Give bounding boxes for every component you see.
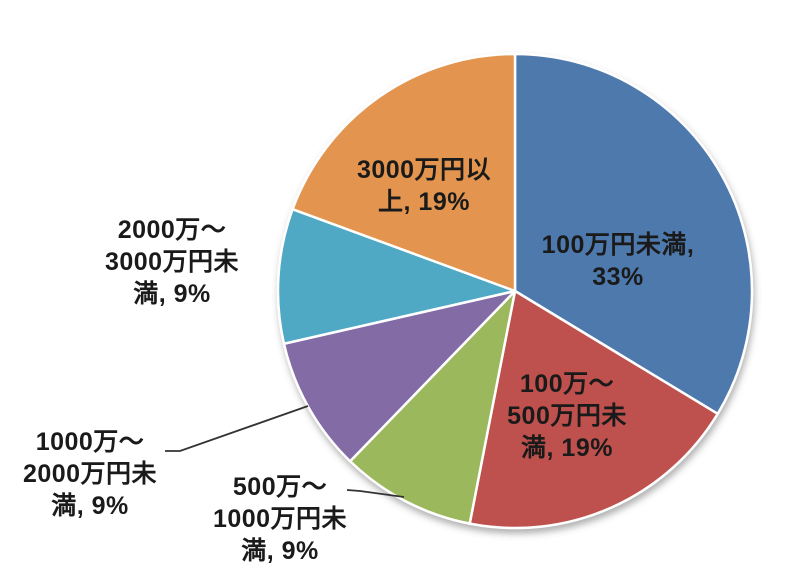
pie-slice-over-30m-yen [291, 52, 517, 293]
pie-slice-10m-to-20m-yen [282, 289, 517, 463]
slice-label-line: 満, 9% [241, 537, 319, 565]
slice-label-line: 500万円未 [507, 402, 627, 430]
slice-label-line: 2000万〜 [117, 216, 227, 244]
slice-label-line: 100万〜 [519, 370, 615, 398]
slice-label-line: 3000万円未 [104, 248, 240, 276]
slice-label-over-30m-yen: 3000万円以 上, 19% [357, 154, 491, 218]
slice-label-line: 上, 19% [378, 188, 470, 216]
slice-label-1m-to-5m-yen: 100万〜 500万円未 満, 19% [507, 368, 627, 464]
slice-label-line: 500万〜 [232, 473, 328, 501]
slice-label-20m-to-30m-yen: 2000万〜 3000万円未 満, 9% [105, 214, 239, 310]
slice-label-line: 満, 19% [521, 434, 613, 462]
leader-line-5m-to-10m-yen [346, 489, 405, 498]
pie-slice-5m-to-10m-yen [348, 289, 517, 525]
slice-label-line: 100万円未満, [541, 231, 695, 259]
leader-lines-group [165, 405, 405, 498]
leader-line-10m-to-20m-yen [165, 405, 309, 452]
slice-label-line: 3000万円以 [356, 156, 492, 184]
slice-label-line: 満, 9% [133, 280, 211, 308]
pie-slices-group [276, 52, 754, 530]
slice-label-10m-to-20m-yen: 1000万〜 2000万円未 満, 9% [23, 426, 157, 522]
slice-label-line: 1000万円未 [212, 505, 348, 533]
slice-label-line: 満, 9% [51, 492, 129, 520]
slice-label-under-1m-yen: 100万円未満, 33% [542, 229, 695, 293]
pie-slice-1m-to-5m-yen [468, 289, 719, 530]
slice-label-line: 2000万円未 [22, 460, 158, 488]
pie-slice-20m-to-30m-yen [276, 207, 517, 345]
slice-label-5m-to-10m-yen: 500万〜 1000万円未 満, 9% [213, 471, 347, 567]
slice-label-line: 1000万〜 [35, 428, 145, 456]
pie-slice-under-1m-yen [513, 52, 754, 416]
slice-label-line: 33% [592, 263, 644, 291]
